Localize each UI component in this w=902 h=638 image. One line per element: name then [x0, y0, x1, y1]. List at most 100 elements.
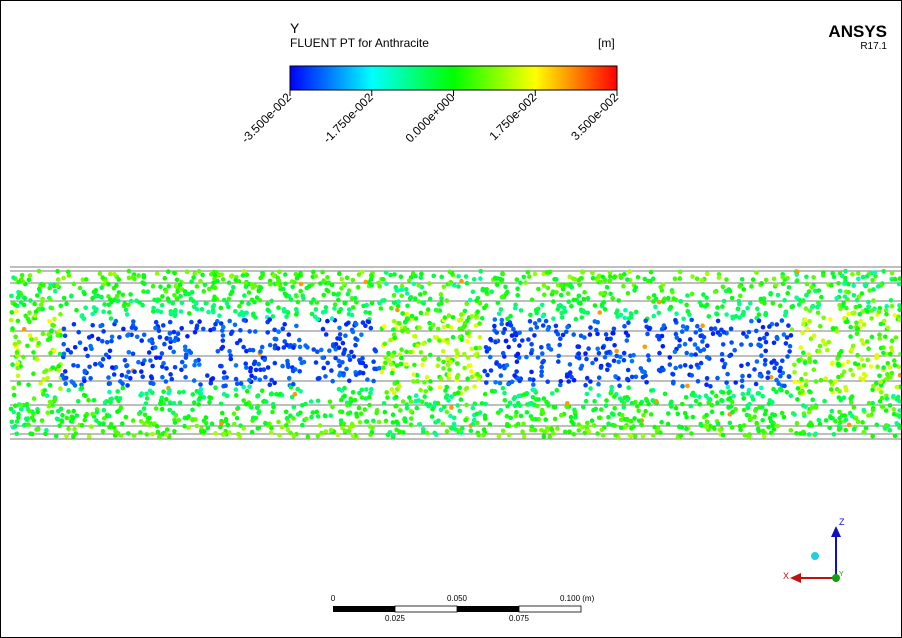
particle — [32, 396, 37, 401]
particle — [513, 331, 518, 336]
particle — [160, 294, 165, 299]
particle — [144, 392, 149, 397]
particle — [441, 422, 446, 427]
particle — [884, 308, 889, 313]
particle — [255, 406, 260, 411]
particle — [789, 393, 794, 398]
particle — [250, 430, 255, 435]
particle — [119, 406, 124, 411]
particle — [523, 280, 528, 285]
particle — [247, 329, 252, 334]
particle — [87, 365, 92, 370]
particle — [566, 379, 571, 384]
particle — [732, 348, 737, 353]
particle — [646, 353, 651, 358]
particle — [720, 304, 725, 309]
particle — [421, 301, 426, 306]
particle — [828, 416, 833, 421]
particle — [881, 351, 886, 356]
particle — [627, 269, 632, 274]
particle — [675, 335, 680, 340]
particle — [55, 269, 60, 274]
particle — [183, 348, 188, 353]
particle — [20, 273, 25, 278]
particle — [204, 421, 209, 426]
particle — [780, 411, 785, 416]
particle — [569, 415, 574, 420]
particle — [124, 308, 129, 313]
particle — [35, 357, 40, 362]
particle — [780, 318, 785, 323]
particle — [758, 337, 763, 342]
particle — [749, 343, 754, 348]
particle — [352, 354, 357, 359]
particle — [221, 277, 226, 282]
particle — [785, 390, 790, 395]
particle — [382, 324, 387, 329]
particle — [449, 405, 454, 410]
particle — [673, 350, 678, 355]
particle — [390, 371, 395, 376]
particle — [83, 418, 88, 423]
particle — [463, 321, 468, 326]
particle — [810, 397, 815, 402]
particle — [120, 373, 125, 378]
particle — [581, 405, 586, 410]
particle — [400, 329, 405, 334]
particle — [235, 382, 240, 387]
particle — [150, 432, 155, 437]
particle — [236, 432, 241, 437]
particle — [64, 376, 69, 381]
particle — [144, 401, 149, 406]
particle — [509, 323, 514, 328]
particle — [425, 375, 430, 380]
particle — [565, 401, 570, 406]
particle — [351, 305, 356, 310]
particle — [586, 429, 591, 434]
particle — [588, 386, 593, 391]
particle — [865, 309, 870, 314]
particle — [805, 282, 810, 287]
particle — [230, 330, 235, 335]
particle — [535, 404, 540, 409]
particle — [504, 292, 509, 297]
particle — [446, 398, 451, 403]
particle — [423, 356, 428, 361]
particle — [371, 359, 376, 364]
particle — [319, 348, 324, 353]
particle — [292, 405, 297, 410]
particle — [166, 296, 171, 301]
particle — [340, 388, 345, 393]
particle — [818, 324, 823, 329]
particle — [459, 337, 464, 342]
particle — [683, 342, 688, 347]
particle — [684, 395, 689, 400]
particle — [441, 366, 446, 371]
particle — [222, 376, 227, 381]
particle — [810, 285, 815, 290]
particle — [107, 303, 112, 308]
particle — [866, 304, 871, 309]
particle — [469, 369, 474, 374]
particle — [180, 301, 185, 306]
particle — [164, 397, 169, 402]
particle — [127, 269, 132, 274]
particle — [183, 364, 188, 369]
particle — [142, 421, 147, 426]
particle — [518, 280, 523, 285]
particle — [484, 287, 489, 292]
particle — [536, 307, 541, 312]
particle — [396, 288, 401, 293]
particle — [673, 276, 678, 281]
particle — [812, 333, 817, 338]
particle — [412, 372, 417, 377]
particle — [353, 296, 358, 301]
color-bar-label: -1.750e-002 — [320, 90, 376, 146]
particle — [340, 277, 345, 282]
particle — [127, 276, 132, 281]
particle — [668, 362, 673, 367]
particle — [724, 380, 729, 385]
particle — [754, 421, 759, 426]
particle — [10, 420, 15, 425]
particle — [883, 334, 888, 339]
